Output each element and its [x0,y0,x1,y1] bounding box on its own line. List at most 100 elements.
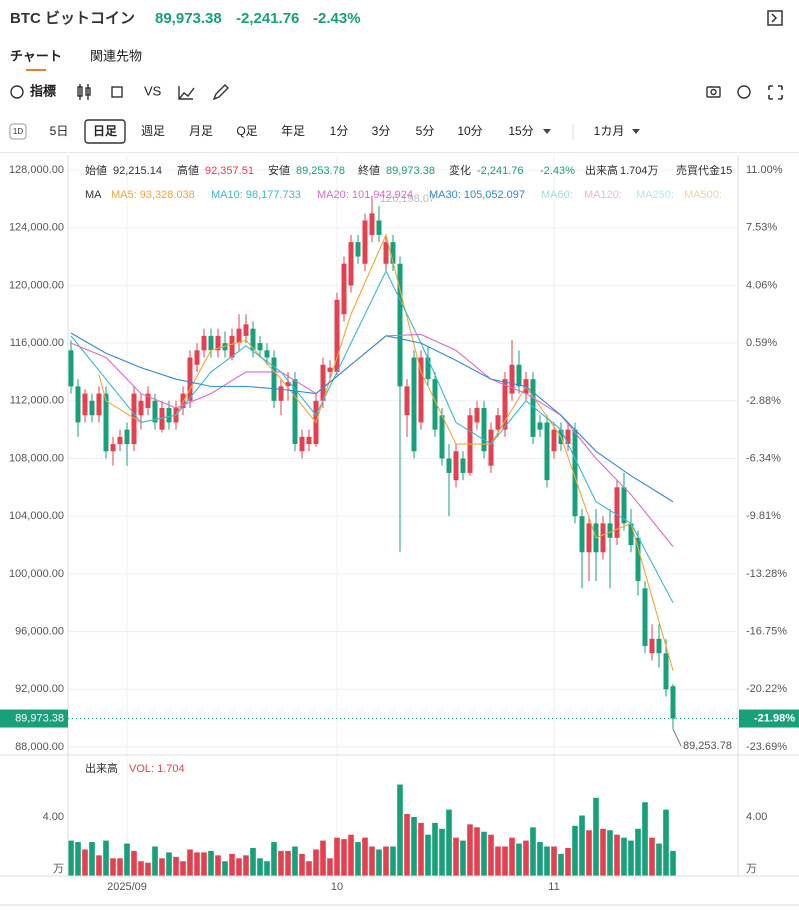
volume-bar [397,784,403,876]
candle-body [509,364,515,394]
candle-body [68,350,74,387]
timeframe[interactable]: 日足 [93,124,117,138]
candle-body [257,343,263,351]
info-value: 92,357.51 [205,165,254,177]
candle-body [334,299,340,372]
candle-body [544,422,550,481]
candle-body [628,523,634,546]
timeframe[interactable]: Q足 [236,124,257,138]
volume-bar [320,840,326,876]
y-tick-label: 96,000.00 [15,626,64,638]
change-pct: -2.43% [313,10,361,27]
timeframe-selected [84,119,126,144]
low-label: 89,253.78 [683,740,732,752]
candle-body [159,408,165,430]
info-label: 変化 [449,163,471,177]
volume-bar [572,825,578,876]
timeframe[interactable]: 3分 [372,124,391,138]
volume-bar [138,861,144,876]
tab[interactable]: チャート [10,48,62,63]
square-icon[interactable] [111,86,123,98]
ma-line [70,333,674,547]
price: 89,973.38 [155,10,222,27]
ma-title: MA [85,189,102,201]
volume-bar [418,822,424,876]
legend: 始値 92,215.14 高値 92,357.51 安値 89,253.78 終値 89,97… [85,163,732,775]
change: -2,241.76 [236,10,299,27]
volume-bar [68,840,74,876]
1d-icon[interactable] [9,123,27,140]
candle-body [208,335,214,351]
y2-tick-label: -9.81% [746,510,781,522]
settings-icon[interactable] [737,85,751,99]
y-tick-label: 100,000.00 [9,568,64,580]
candle-body [642,588,648,647]
candle-body [488,429,494,466]
volume-bar [362,837,368,876]
y2-tick-label: -13.28% [746,568,787,580]
volume-bar [180,861,186,876]
timeframe[interactable]: 10分 [457,124,482,138]
fullscreen-icon[interactable] [768,85,783,100]
candle-body [432,379,438,430]
candle-body [278,386,284,401]
timeframe[interactable]: 週足 [141,124,165,138]
volume-bar [593,797,599,876]
tab[interactable]: 関連先物 [90,48,142,63]
timeframe[interactable]: 月足 [189,124,213,138]
price-tag-text: 89,973.38 [15,712,64,724]
candle-body [460,458,466,473]
info-value: 89,253.78 [296,165,345,177]
volume-bar [404,814,410,876]
low-pointer [672,728,682,747]
volume-bar [194,852,200,876]
volume-bar [432,822,438,876]
candle-body [348,242,354,286]
candle-body [418,357,424,423]
candle-body [481,408,487,452]
volume-title: 出来高 [85,761,118,775]
vs[interactable]: VS [144,83,162,98]
draw-icon[interactable] [212,84,229,101]
timeframe[interactable]: 15分 [508,124,533,138]
candle-body [621,487,627,524]
volume-bar [348,834,354,876]
y-tick-label: 88,000.00 [15,741,64,753]
candle-body [537,422,543,430]
volume-bar [586,830,592,876]
timeframe[interactable]: 1分 [330,124,349,138]
y2-tick-label: -16.75% [746,625,787,637]
candle-body [243,324,249,336]
volume-bar [565,847,571,876]
candle-body [649,638,655,654]
timeframe[interactable]: 5日 [50,124,69,138]
volume-bar [110,858,116,876]
indicator[interactable]: 指標 [30,83,56,98]
candle-body [89,400,95,416]
candle-body [355,242,361,257]
symbol: BTC ビットコイン [10,10,135,27]
info-label: 出来高 [585,163,618,177]
expand-icon[interactable] [767,10,783,26]
y2-tick-label: 7.53% [746,222,777,234]
candle-body [565,429,571,445]
y2-tick-label: -2.88% [746,395,781,407]
candle-body [397,263,403,387]
timeframe[interactable]: 1カ月 [594,124,625,138]
timeframe[interactable]: 年足 [281,124,305,138]
volume-bar [82,849,88,876]
candle-body [635,537,641,582]
candle-body [362,220,368,264]
candle-icon[interactable] [77,84,91,100]
volume-bar [355,842,361,876]
volume-bar [544,846,550,876]
camera-icon[interactable] [706,86,721,98]
x-tick-label: 2025/09 [107,881,147,893]
volume-bar [649,837,655,876]
candle-body [82,393,88,416]
volume-bar [278,850,284,876]
volume-bar [474,827,480,876]
compare-icon[interactable] [178,86,195,100]
timeframe[interactable]: 5分 [416,124,435,138]
volume-bar [166,852,172,876]
